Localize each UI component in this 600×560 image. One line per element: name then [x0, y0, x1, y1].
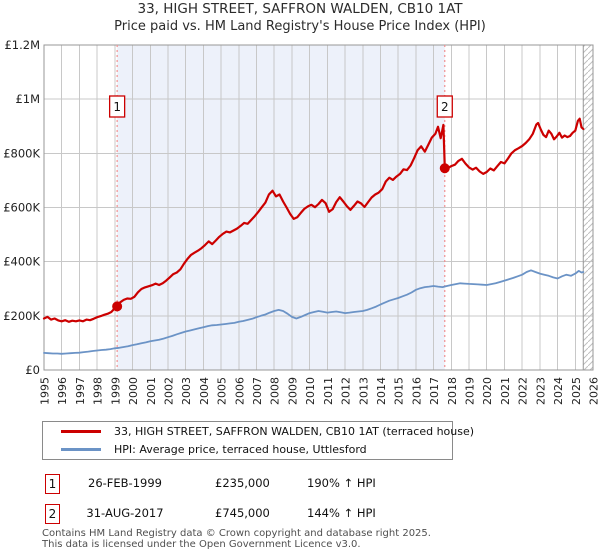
y-tick-label: £0 [25, 363, 40, 377]
price-line-swatch [61, 430, 101, 434]
y-tick-label: £800K [3, 146, 40, 160]
x-tick-label: 2012 [340, 377, 353, 405]
x-tick-label: 2011 [322, 377, 335, 405]
x-tick-label: 2003 [180, 377, 193, 405]
x-tick-label: 2017 [428, 377, 441, 405]
y-tick-label: £600K [3, 201, 40, 215]
axis-tick-labels: £0 £200K £400K £600K £800K £1M £1.2M 1995 1996 19… [3, 38, 600, 405]
y-tick-label: £1M [15, 92, 40, 106]
sale-1-price: £235,000 [215, 476, 270, 490]
x-tick-label: 2019 [464, 377, 477, 405]
x-tick-label: 2007 [251, 377, 264, 405]
sale-2-date: 31-AUG-2017 [86, 506, 164, 520]
x-tick-label: 2021 [499, 377, 512, 405]
x-tick-label: 2022 [517, 377, 530, 405]
chart-subtitle: Price paid vs. HM Land Registry's House … [114, 19, 486, 34]
plot-border-rect [43, 44, 594, 371]
sale-marker-2 [439, 163, 450, 174]
y-tick-label: £200K [3, 309, 40, 323]
x-tick-label: 2005 [216, 377, 229, 405]
sale-row-2: 2 31-AUG-2017 £745,000 144% ↑ HPI [0, 504, 600, 526]
legend-label-hpi: HPI: Average price, terraced house, Uttl… [114, 442, 367, 456]
x-tick-label: 2024 [552, 377, 565, 405]
x-tick-label: 1998 [92, 377, 105, 405]
data-series [42, 117, 585, 355]
sale-flag-number-1: 1 [113, 100, 121, 114]
x-tick-label: 2006 [233, 377, 246, 405]
sale-marker-1 [112, 301, 123, 312]
x-tick-label: 2009 [286, 377, 299, 405]
sale-markers [112, 163, 450, 312]
x-tick-label: 2001 [145, 377, 158, 405]
x-tick-label: 2023 [534, 377, 547, 405]
x-tick-label: 1995 [39, 377, 52, 405]
hpi-line [43, 269, 585, 355]
sale-flag-box-2 [436, 95, 453, 118]
sale-2-hpi-change: 144% ↑ HPI [307, 506, 376, 520]
legend-item-price: 33, HIGH STREET, SAFFRON WALDEN, CB10 1A… [43, 424, 474, 439]
price-paid-line [42, 117, 585, 323]
legend-label-price: 33, HIGH STREET, SAFFRON WALDEN, CB10 1A… [114, 425, 475, 439]
legend: 33, HIGH STREET, SAFFRON WALDEN, CB10 1A… [42, 421, 474, 460]
chart-title: 33, HIGH STREET, SAFFRON WALDEN, CB10 1A… [137, 1, 463, 17]
x-tick-label: 2025 [570, 377, 583, 405]
x-tick-label: 2020 [481, 377, 494, 405]
y-tick-label: £1.2M [4, 38, 40, 52]
copyright-line-2: This data is licensed under the Open Gov… [42, 538, 361, 550]
x-tick-label: 2013 [357, 377, 370, 405]
copyright-footer: Contains HM Land Registry data © Crown c… [42, 528, 431, 550]
sale-event-lines [116, 45, 446, 370]
sale-flag-number-2: 2 [441, 100, 449, 114]
sale-1-date: 26-FEB-1999 [88, 476, 162, 490]
x-tick-label: 2010 [304, 377, 317, 405]
sale-1-hpi-change: 190% ↑ HPI [307, 476, 376, 490]
copyright-line-1: Contains HM Land Registry data © Crown c… [42, 528, 431, 539]
x-tick-label: 1996 [56, 377, 69, 405]
sale-2-price: £745,000 [215, 506, 270, 520]
x-tick-label: 2004 [198, 377, 211, 405]
sale-2-number-badge: 2 [45, 504, 60, 524]
sale-flag-box-1 [108, 95, 126, 118]
y-tick-label: £400K [3, 255, 40, 269]
x-tick-label: 2015 [393, 377, 406, 405]
plot-border [43, 44, 594, 371]
x-tick-label: 2016 [410, 377, 423, 405]
sale-1-number-badge: 1 [45, 474, 60, 494]
x-tick-label: 1999 [109, 377, 122, 405]
x-tick-label: 1997 [74, 377, 87, 405]
x-tick-label: 2008 [269, 377, 282, 405]
hpi-line-swatch [61, 447, 101, 451]
x-tick-label: 2014 [375, 377, 388, 405]
x-tick-label: 2026 [588, 377, 600, 405]
x-tick-label: 2002 [162, 377, 175, 405]
x-tick-label: 2018 [446, 377, 459, 405]
legend-item-hpi: HPI: Average price, terraced house, Uttl… [43, 442, 452, 457]
sale-row-1: 1 26-FEB-1999 £235,000 190% ↑ HPI [0, 474, 600, 496]
x-tick-label: 2000 [127, 377, 140, 405]
hatch-rect [582, 44, 594, 371]
future-no-data-hatch [582, 44, 594, 371]
